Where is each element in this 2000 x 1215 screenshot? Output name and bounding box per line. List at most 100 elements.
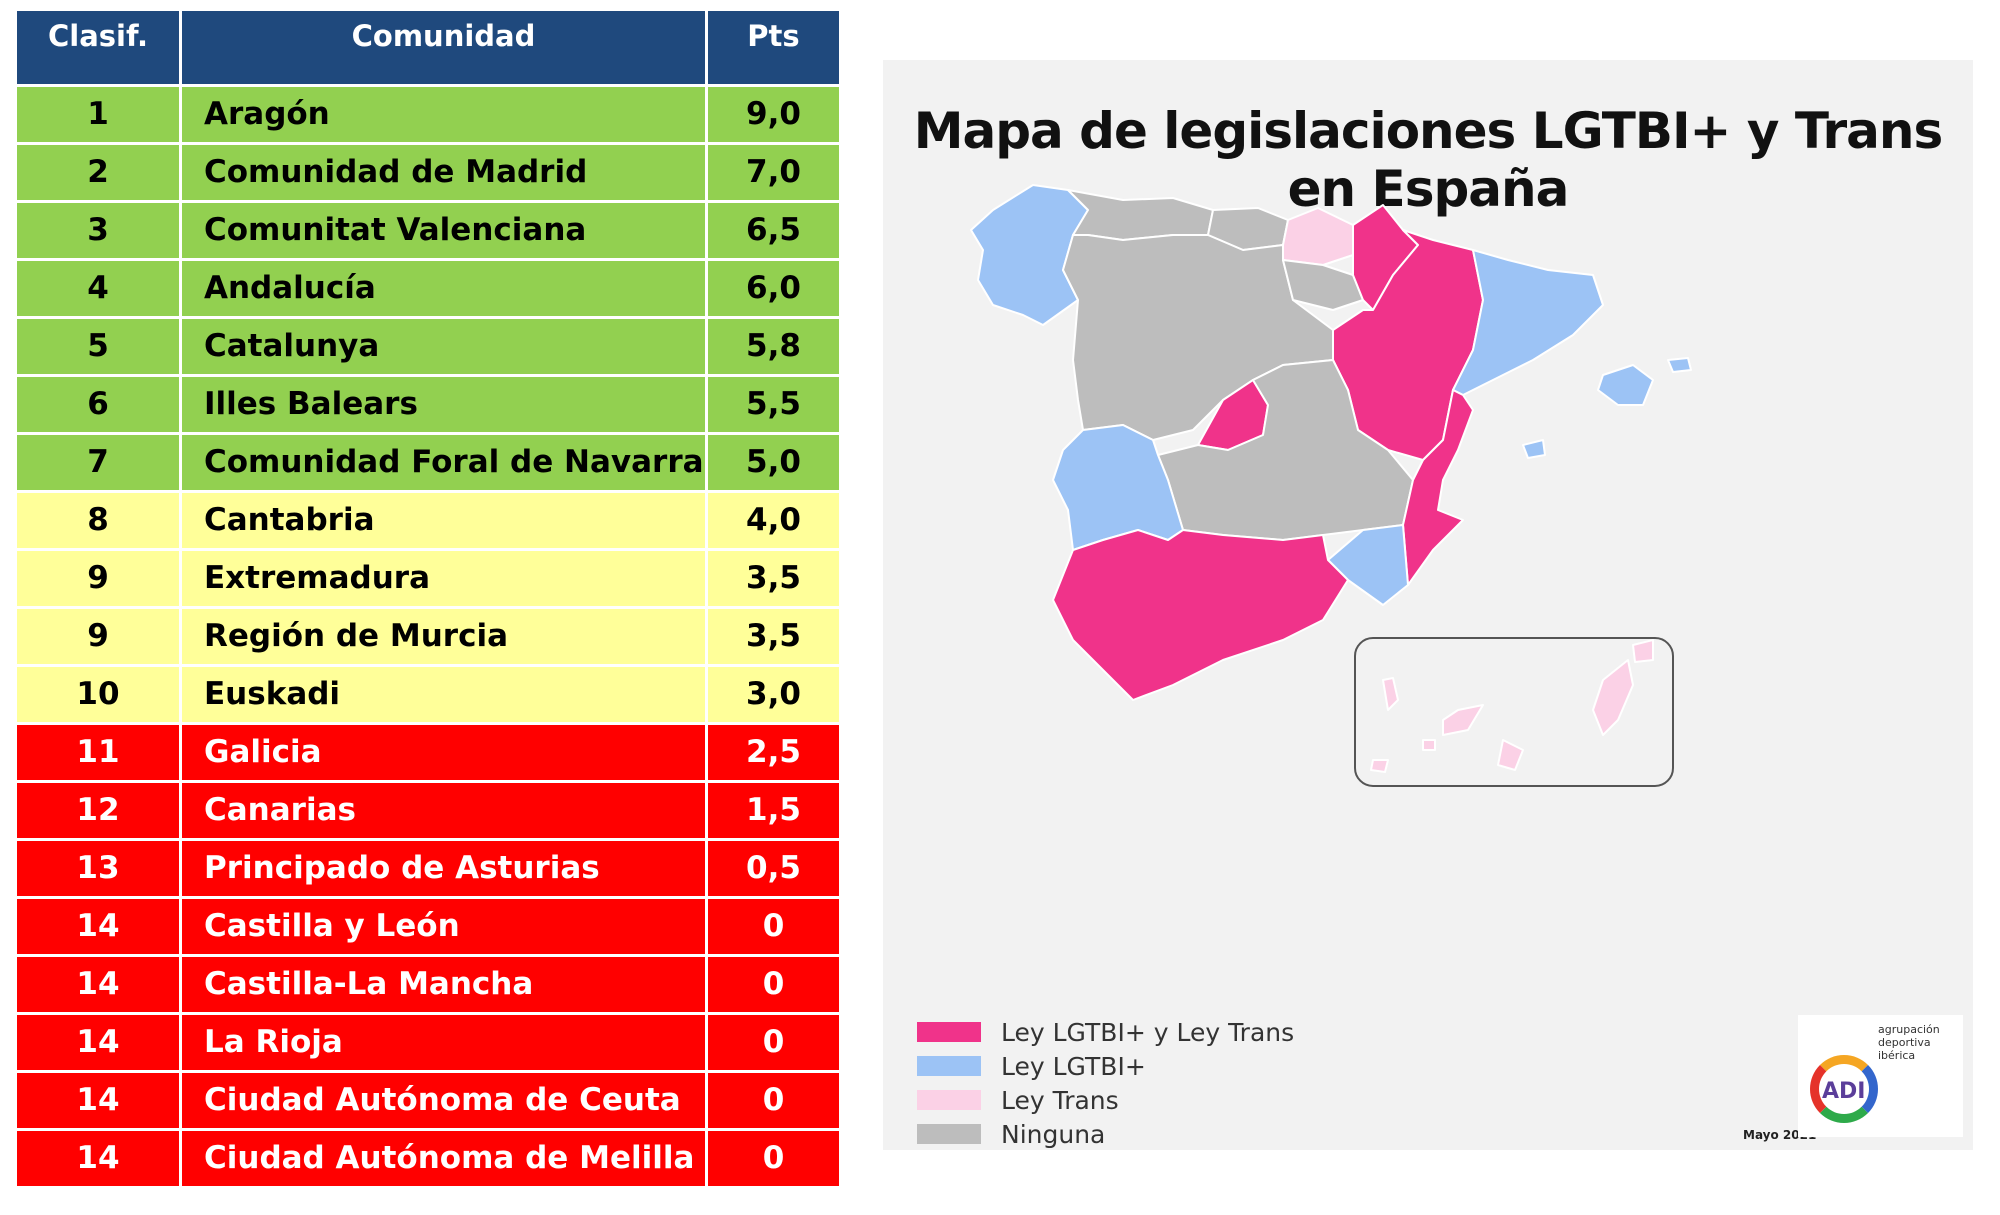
rank-cell: 11 [14, 721, 182, 783]
community-cell: Aragón [179, 83, 708, 145]
community-cell: Extremadura [179, 547, 708, 609]
table-row: 13 Principado de Asturias 0,5 [14, 837, 842, 899]
points-cell: 3,5 [705, 605, 842, 667]
points-cell: 3,5 [705, 547, 842, 609]
table-row: 8 Cantabria 4,0 [14, 489, 842, 551]
table-row: 14 Castilla y León 0 [14, 895, 842, 957]
points-cell: 6,0 [705, 257, 842, 319]
rank-cell: 5 [14, 315, 182, 377]
community-cell: Castilla y León [179, 895, 708, 957]
legend-label: Ninguna [1001, 1120, 1106, 1149]
region-extremadura [1052, 424, 1184, 551]
community-cell: Euskadi [179, 663, 708, 725]
table-row: 12 Canarias 1,5 [14, 779, 842, 841]
community-cell: Principado de Asturias [179, 837, 708, 899]
rank-cell: 7 [14, 431, 182, 493]
rank-cell: 9 [14, 547, 182, 609]
table-header-row: Clasif. Comunidad Pts [14, 11, 842, 87]
community-cell: Región de Murcia [179, 605, 708, 667]
table-row: 3 Comunitat Valenciana 6,5 [14, 199, 842, 261]
rank-cell: 14 [14, 1127, 182, 1189]
community-cell: Comunitat Valenciana [179, 199, 708, 261]
region-andalucia [1052, 529, 1349, 701]
table-row: 14 La Rioja 0 [14, 1011, 842, 1073]
points-cell: 5,5 [705, 373, 842, 435]
points-cell: 0 [705, 1127, 842, 1189]
table-row: 5 Catalunya 5,8 [14, 315, 842, 377]
points-cell: 0 [705, 1011, 842, 1073]
header-points: Pts [705, 11, 842, 87]
community-cell: Catalunya [179, 315, 708, 377]
table-row: 2 Comunidad de Madrid 7,0 [14, 141, 842, 203]
rank-cell: 4 [14, 257, 182, 319]
points-cell: 0 [705, 895, 842, 957]
legend-label: Ley LGTBI+ y Ley Trans [1001, 1018, 1295, 1047]
rank-cell: 1 [14, 83, 182, 145]
rank-cell: 13 [14, 837, 182, 899]
map-title: Mapa de legislaciones LGTBI+ y Trans en … [913, 102, 1943, 218]
header-community: Comunidad [179, 11, 708, 87]
points-cell: 6,5 [705, 199, 842, 261]
rank-cell: 6 [14, 373, 182, 435]
adi-logo: ADI agrupación deportiva ibérica [1798, 1015, 1963, 1137]
logo-subtitle: agrupación deportiva ibérica [1878, 1023, 1940, 1062]
table-row: 14 Ciudad Autónoma de Melilla 0 [14, 1127, 842, 1189]
map-panel: Mapa de legislaciones LGTBI+ y Trans en … [883, 60, 1973, 1150]
community-cell: Ciudad Autónoma de Ceuta [179, 1069, 708, 1131]
table-row: 10 Euskadi 3,0 [14, 663, 842, 725]
rank-cell: 8 [14, 489, 182, 551]
community-cell: Comunidad Foral de Navarra [179, 431, 708, 493]
legend-swatch [917, 1090, 981, 1110]
rank-cell: 14 [14, 895, 182, 957]
legend-label: Ley Trans [1001, 1086, 1119, 1115]
rank-cell: 14 [14, 1011, 182, 1073]
legend-swatch [917, 1056, 981, 1076]
community-cell: Galicia [179, 721, 708, 783]
points-cell: 5,0 [705, 431, 842, 493]
ranking-rows: 1 Aragón 9,0 2 Comunidad de Madrid 7,0 3 Comuni… [14, 83, 842, 1189]
points-cell: 3,0 [705, 663, 842, 725]
points-cell: 5,8 [705, 315, 842, 377]
points-cell: 4,0 [705, 489, 842, 551]
logo-text: ADI [1822, 1079, 1866, 1104]
legend-swatch [917, 1124, 981, 1144]
region-catalunya [1452, 249, 1604, 396]
table-row: 7 Comunidad Foral de Navarra 5,0 [14, 431, 842, 493]
table-row: 9 Extremadura 3,5 [14, 547, 842, 609]
region-euskadi [1282, 207, 1354, 266]
table-row: 9 Región de Murcia 3,5 [14, 605, 842, 667]
points-cell: 2,5 [705, 721, 842, 783]
community-cell: Castilla-La Mancha [179, 953, 708, 1015]
community-cell: La Rioja [179, 1011, 708, 1073]
rank-cell: 10 [14, 663, 182, 725]
region-asturias [1067, 189, 1214, 241]
map-date: Mayo 2021 [1743, 1128, 1817, 1142]
points-cell: 0,5 [705, 837, 842, 899]
table-row: 1 Aragón 9,0 [14, 83, 842, 145]
rank-cell: 2 [14, 141, 182, 203]
community-cell: Illes Balears [179, 373, 708, 435]
table-row: 14 Castilla-La Mancha 0 [14, 953, 842, 1015]
header-rank: Clasif. [14, 11, 182, 87]
points-cell: 9,0 [705, 83, 842, 145]
rank-cell: 3 [14, 199, 182, 261]
table-row: 11 Galicia 2,5 [14, 721, 842, 783]
table-row: 4 Andalucía 6,0 [14, 257, 842, 319]
community-cell: Andalucía [179, 257, 708, 319]
rank-cell: 12 [14, 779, 182, 841]
ranking-table: Clasif. Comunidad Pts 1 Aragón 9,0 2 Comunid… [14, 11, 842, 1189]
spain-map [970, 184, 1692, 787]
rank-cell: 14 [14, 953, 182, 1015]
canary-inset-frame [1354, 637, 1674, 787]
points-cell: 7,0 [705, 141, 842, 203]
rank-cell: 14 [14, 1069, 182, 1131]
region-canarias [1370, 639, 1654, 773]
legend-label: Ley LGTBI+ [1001, 1052, 1146, 1081]
community-cell: Ciudad Autónoma de Melilla [179, 1127, 708, 1189]
points-cell: 0 [705, 1069, 842, 1131]
points-cell: 0 [705, 953, 842, 1015]
rank-cell: 9 [14, 605, 182, 667]
table-row: 6 Illes Balears 5,5 [14, 373, 842, 435]
legend-swatch [917, 1022, 981, 1042]
logo-ring-icon [1810, 1055, 1878, 1123]
